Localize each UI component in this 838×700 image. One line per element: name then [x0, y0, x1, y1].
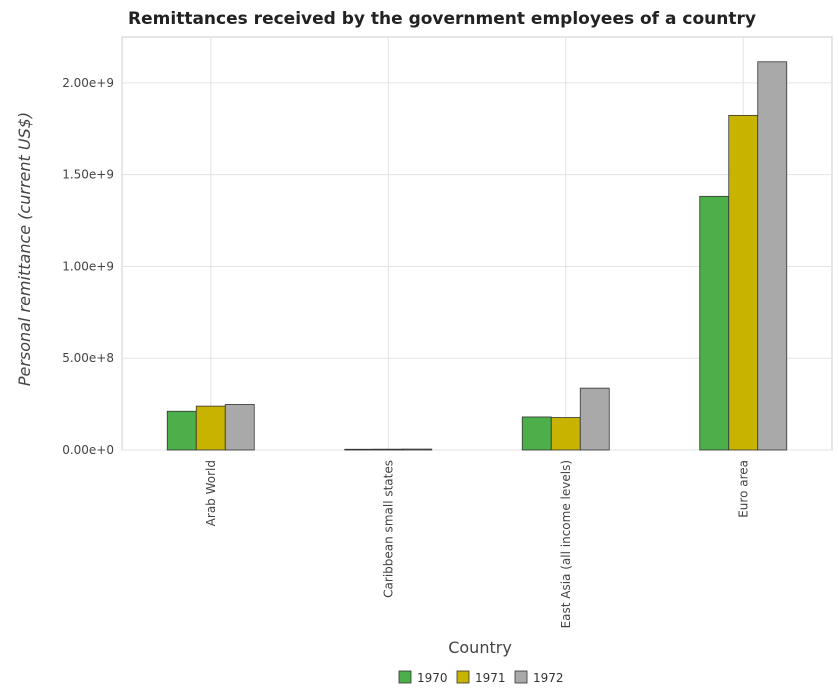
legend-swatch-1971: [456, 670, 470, 684]
y-tick-label: 2.00e+9: [62, 76, 114, 90]
x-tick-label: East Asia (all income levels): [559, 460, 573, 628]
x-tick-label: Euro area: [736, 460, 750, 518]
legend-swatch-1970: [398, 670, 412, 684]
bar-1970: [344, 448, 375, 451]
bar-1970: [166, 410, 197, 451]
legend: 1970 1971 1972: [398, 670, 564, 685]
chart-title: Remittances received by the government e…: [128, 9, 756, 29]
y-tick-label: 1.50e+9: [62, 168, 114, 182]
bar-1970: [699, 195, 730, 451]
bar-1971: [195, 405, 226, 451]
bar-1972: [579, 387, 610, 451]
legend-swatch-1972: [514, 670, 528, 684]
y-tick-label: 1.00e+9: [62, 259, 114, 273]
legend-label-1972: 1972: [533, 671, 564, 685]
x-tick-label: Arab World: [204, 460, 218, 526]
x-axis-label: Country: [448, 638, 512, 657]
plot-area: 0.00e+0 5.00e+8 1.00e+9 1.50e+9 2.00e+9 Arab …: [62, 36, 833, 628]
legend-label-1970: 1970: [417, 671, 448, 685]
legend-label-1971: 1971: [475, 671, 506, 685]
x-tick-label: Caribbean small states: [381, 460, 395, 598]
y-tick-label: 0.00e+0: [62, 443, 114, 457]
bar-1972: [402, 448, 433, 451]
y-tick-label: 5.00e+8: [62, 351, 114, 365]
bar-1971: [728, 114, 759, 451]
bar-1972: [224, 404, 255, 451]
bar-1972: [757, 61, 788, 451]
bar-1971: [373, 448, 404, 451]
bar-1970: [521, 416, 552, 451]
y-axis-label: Personal remittance (current US$): [15, 112, 34, 386]
bar-1971: [550, 417, 581, 451]
